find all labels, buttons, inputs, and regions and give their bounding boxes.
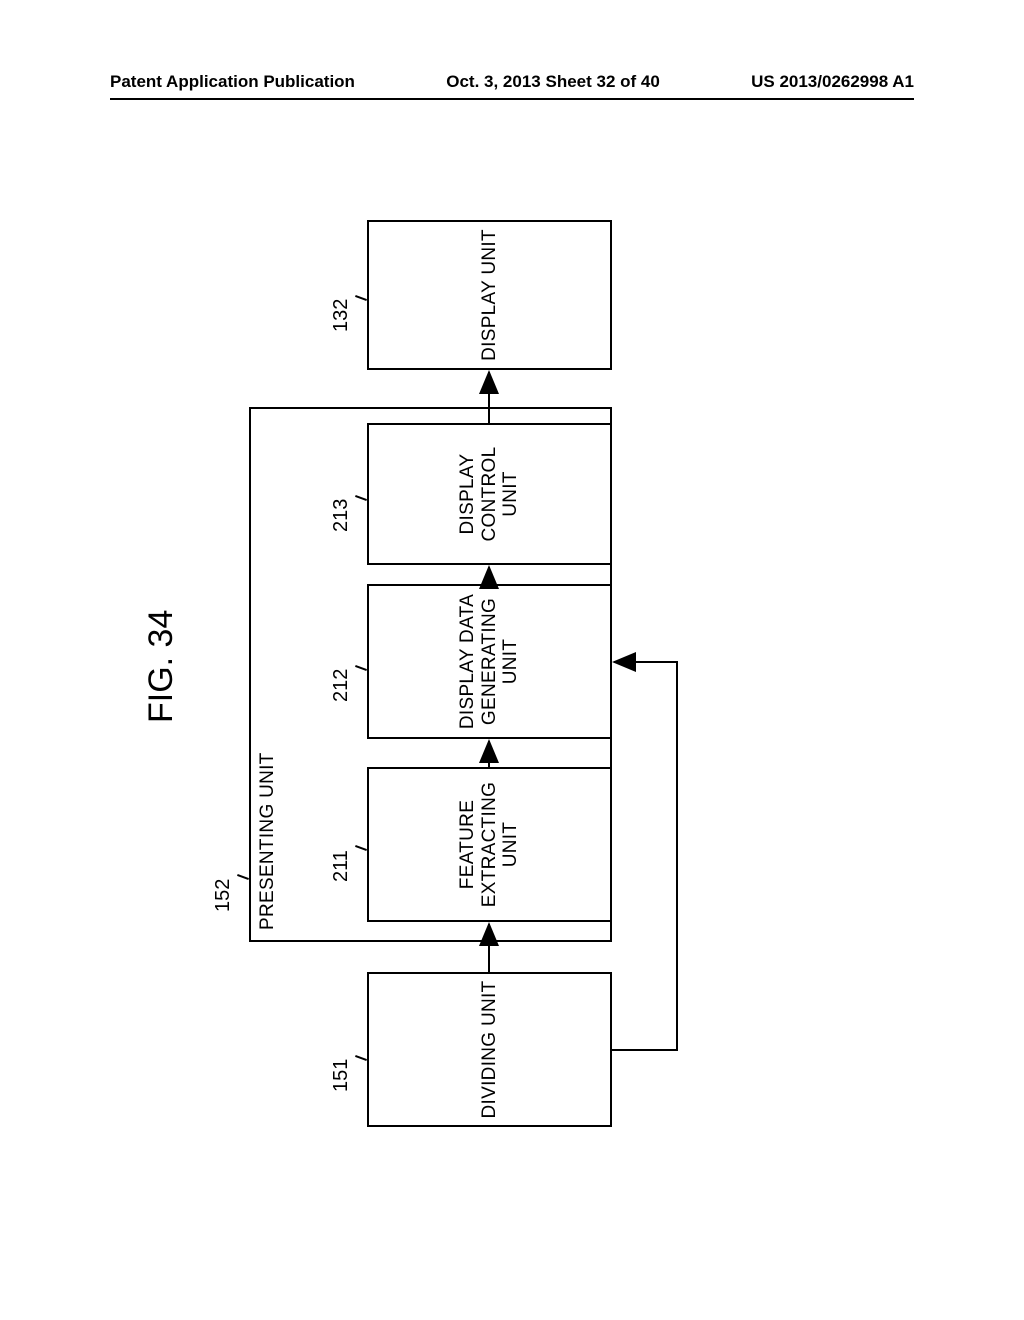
page-header: Patent Application Publication Oct. 3, 2…: [0, 72, 1024, 92]
header-rule: [110, 98, 914, 100]
header-right: US 2013/0262998 A1: [751, 72, 914, 92]
header-left: Patent Application Publication: [110, 72, 355, 92]
arrows-svg: [12, 158, 1012, 1182]
figure-area: FIG. 34 PRESENTING UNIT 152 DIVIDING UNI…: [0, 170, 1024, 1170]
header-center: Oct. 3, 2013 Sheet 32 of 40: [446, 72, 660, 92]
figure-rotated: FIG. 34 PRESENTING UNIT 152 DIVIDING UNI…: [12, 158, 1012, 1182]
